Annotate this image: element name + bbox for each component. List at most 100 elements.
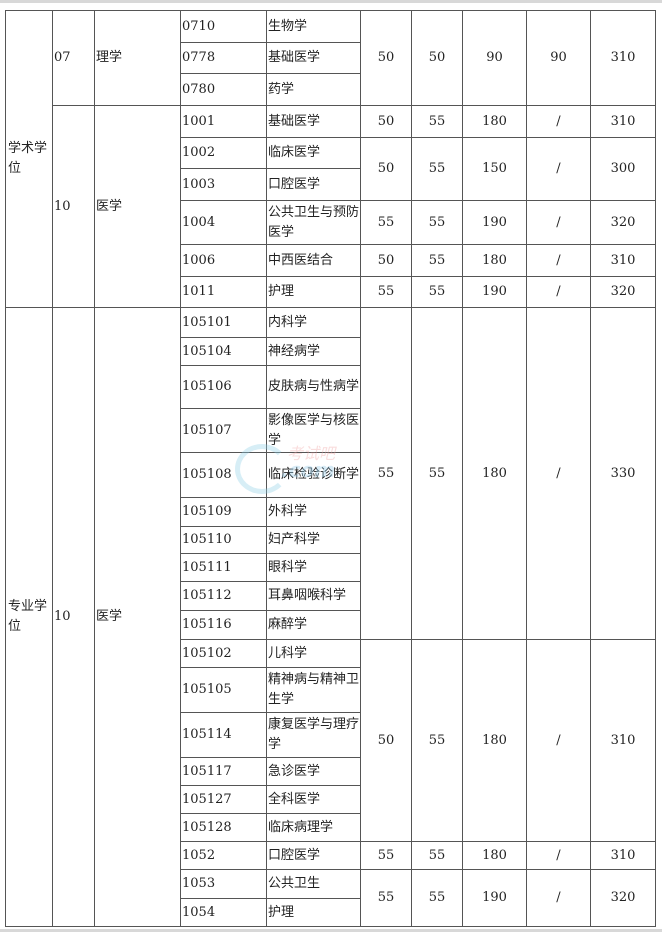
subject-code-cell: 1006 xyxy=(180,244,267,277)
subject-name-cell: 基础医学 xyxy=(266,105,361,138)
table-row: 105105 精神病与精神卫生学 xyxy=(6,667,656,713)
total-score-cell: 320 xyxy=(590,869,656,927)
discipline-code-cell: 10 xyxy=(52,105,95,308)
subject-2-score-cell: / xyxy=(526,276,591,308)
table-row: 0778 基础医学 xyxy=(6,42,656,74)
subject-name-cell: 生物学 xyxy=(266,10,361,43)
subject-name-cell: 儿科学 xyxy=(266,639,361,668)
subject-1-score-cell: 190 xyxy=(462,869,527,927)
subject-1-score-cell: 90 xyxy=(462,10,527,106)
subject-code-cell: 105114 xyxy=(180,712,267,758)
politics-score-cell: 55 xyxy=(360,869,412,927)
subject-code-cell: 0710 xyxy=(180,10,267,43)
subject-code-cell: 105104 xyxy=(180,337,267,366)
total-score-cell: 330 xyxy=(590,307,656,640)
subject-name-cell: 护理 xyxy=(266,276,361,308)
total-score-cell: 310 xyxy=(590,841,656,870)
subject-code-cell: 1001 xyxy=(180,105,267,138)
table-row: 1052 口腔医学 55 55 180/310 xyxy=(6,841,656,870)
foreign-language-score-cell: 55 xyxy=(411,105,463,138)
subject-name-cell: 麻醉学 xyxy=(266,610,361,640)
total-score-cell: 310 xyxy=(590,10,656,106)
subject-1-score-cell: 180 xyxy=(462,307,527,640)
subject-1-score-cell: 180 xyxy=(462,105,527,138)
foreign-language-score-cell: 55 xyxy=(411,639,463,842)
subject-code-cell: 1054 xyxy=(180,898,267,927)
subject-code-cell: 105108 xyxy=(180,452,267,498)
subject-name-cell: 影像医学与核医学 xyxy=(266,408,361,453)
subject-name-cell: 临床病理学 xyxy=(266,813,361,842)
foreign-language-score-cell: 55 xyxy=(411,276,463,308)
subject-code-cell: 1002 xyxy=(180,137,267,169)
subject-name-cell: 耳鼻咽喉科学 xyxy=(266,581,361,611)
table-row: 专业学位 10 医学 105101 内科学 55 55 180/330 xyxy=(5,307,656,927)
subject-name-cell: 内科学 xyxy=(266,307,361,338)
subject-code-cell: 1052 xyxy=(180,841,267,870)
table-row: 1011 护理 55 55 190/320 xyxy=(6,276,656,308)
subject-code-cell: 105112 xyxy=(180,581,267,611)
subject-name-cell: 药学 xyxy=(266,73,361,106)
subject-code-cell: 105116 xyxy=(180,610,267,640)
politics-score-cell: 50 xyxy=(360,105,412,138)
subject-name-cell: 全科医学 xyxy=(266,785,361,814)
subject-name-cell: 康复医学与理疗学 xyxy=(266,712,361,758)
politics-score-cell: 55 xyxy=(360,276,412,308)
subject-name-cell: 口腔医学 xyxy=(266,841,361,870)
politics-score-cell: 50 xyxy=(360,244,412,277)
subject-name-cell: 护理 xyxy=(266,898,361,927)
total-score-cell: 300 xyxy=(590,137,656,201)
table-row: 1003 口腔医学 xyxy=(6,168,656,201)
politics-score-cell: 55 xyxy=(360,200,412,245)
table-row: 1002 临床医学 50 55 150/300 xyxy=(6,137,656,201)
foreign-language-score-cell: 55 xyxy=(411,841,463,870)
subject-code-cell: 105111 xyxy=(180,553,267,582)
foreign-language-score-cell: 55 xyxy=(411,244,463,277)
total-score-cell: 320 xyxy=(590,200,656,245)
subject-2-score-cell: / xyxy=(526,105,591,138)
discipline-name-cell: 医学 xyxy=(94,307,181,927)
politics-score-cell: 55 xyxy=(360,841,412,870)
foreign-language-score-cell: 55 xyxy=(411,307,463,640)
score-table: 学术学位 07 理学 0710 生物学 50 50 90 90 310 0778 基础医学 0780 药学… xyxy=(5,10,656,927)
table-row: 105127 全科医学 xyxy=(6,785,656,814)
foreign-language-score-cell: 55 xyxy=(411,200,463,245)
table-row: 105112 耳鼻咽喉科学 xyxy=(6,581,656,611)
politics-score-cell: 50 xyxy=(360,10,412,106)
subject-code-cell: 105107 xyxy=(180,408,267,453)
subject-2-score-cell: / xyxy=(526,307,591,640)
foreign-language-score-cell: 50 xyxy=(411,10,463,106)
table-row: 0780 药学 xyxy=(6,73,656,106)
subject-code-cell: 0780 xyxy=(180,73,267,106)
politics-score-cell: 50 xyxy=(360,639,412,842)
degree-category-cell: 专业学位 xyxy=(5,307,53,927)
subject-name-cell: 临床检验诊断学 xyxy=(266,452,361,498)
subject-code-cell: 1003 xyxy=(180,168,267,201)
subject-name-cell: 精神病与精神卫生学 xyxy=(266,667,361,713)
score-table-body: 学术学位 07 理学 0710 生物学 50 50 90 90 310 0778 基础医学 0780 药学… xyxy=(5,10,656,927)
subject-2-score-cell: / xyxy=(526,200,591,245)
total-score-cell: 310 xyxy=(590,105,656,138)
table-row: 105107 影像医学与核医学 xyxy=(6,408,656,453)
subject-name-cell: 中西医结合 xyxy=(266,244,361,277)
discipline-name-cell: 理学 xyxy=(94,10,181,106)
discipline-code-cell: 10 xyxy=(52,307,95,927)
politics-score-cell: 55 xyxy=(360,307,412,640)
table-row: 105114 康复医学与理疗学 xyxy=(6,712,656,758)
subject-code-cell: 105117 xyxy=(180,757,267,786)
subject-code-cell: 1011 xyxy=(180,276,267,308)
subject-2-score-cell: / xyxy=(526,639,591,842)
subject-name-cell: 皮肤病与性病学 xyxy=(266,365,361,409)
table-row: 105104 神经病学 xyxy=(6,337,656,366)
subject-name-cell: 基础医学 xyxy=(266,42,361,74)
subject-name-cell: 妇产科学 xyxy=(266,526,361,554)
subject-2-score-cell: 90 xyxy=(526,10,591,106)
subject-code-cell: 105109 xyxy=(180,497,267,527)
subject-name-cell: 口腔医学 xyxy=(266,168,361,201)
foreign-language-score-cell: 55 xyxy=(411,869,463,927)
table-row: 1054 护理 xyxy=(6,898,656,927)
subject-code-cell: 105110 xyxy=(180,526,267,554)
subject-name-cell: 公共卫生 xyxy=(266,869,361,899)
top-edge xyxy=(0,0,662,3)
subject-name-cell: 神经病学 xyxy=(266,337,361,366)
subject-name-cell: 临床医学 xyxy=(266,137,361,169)
